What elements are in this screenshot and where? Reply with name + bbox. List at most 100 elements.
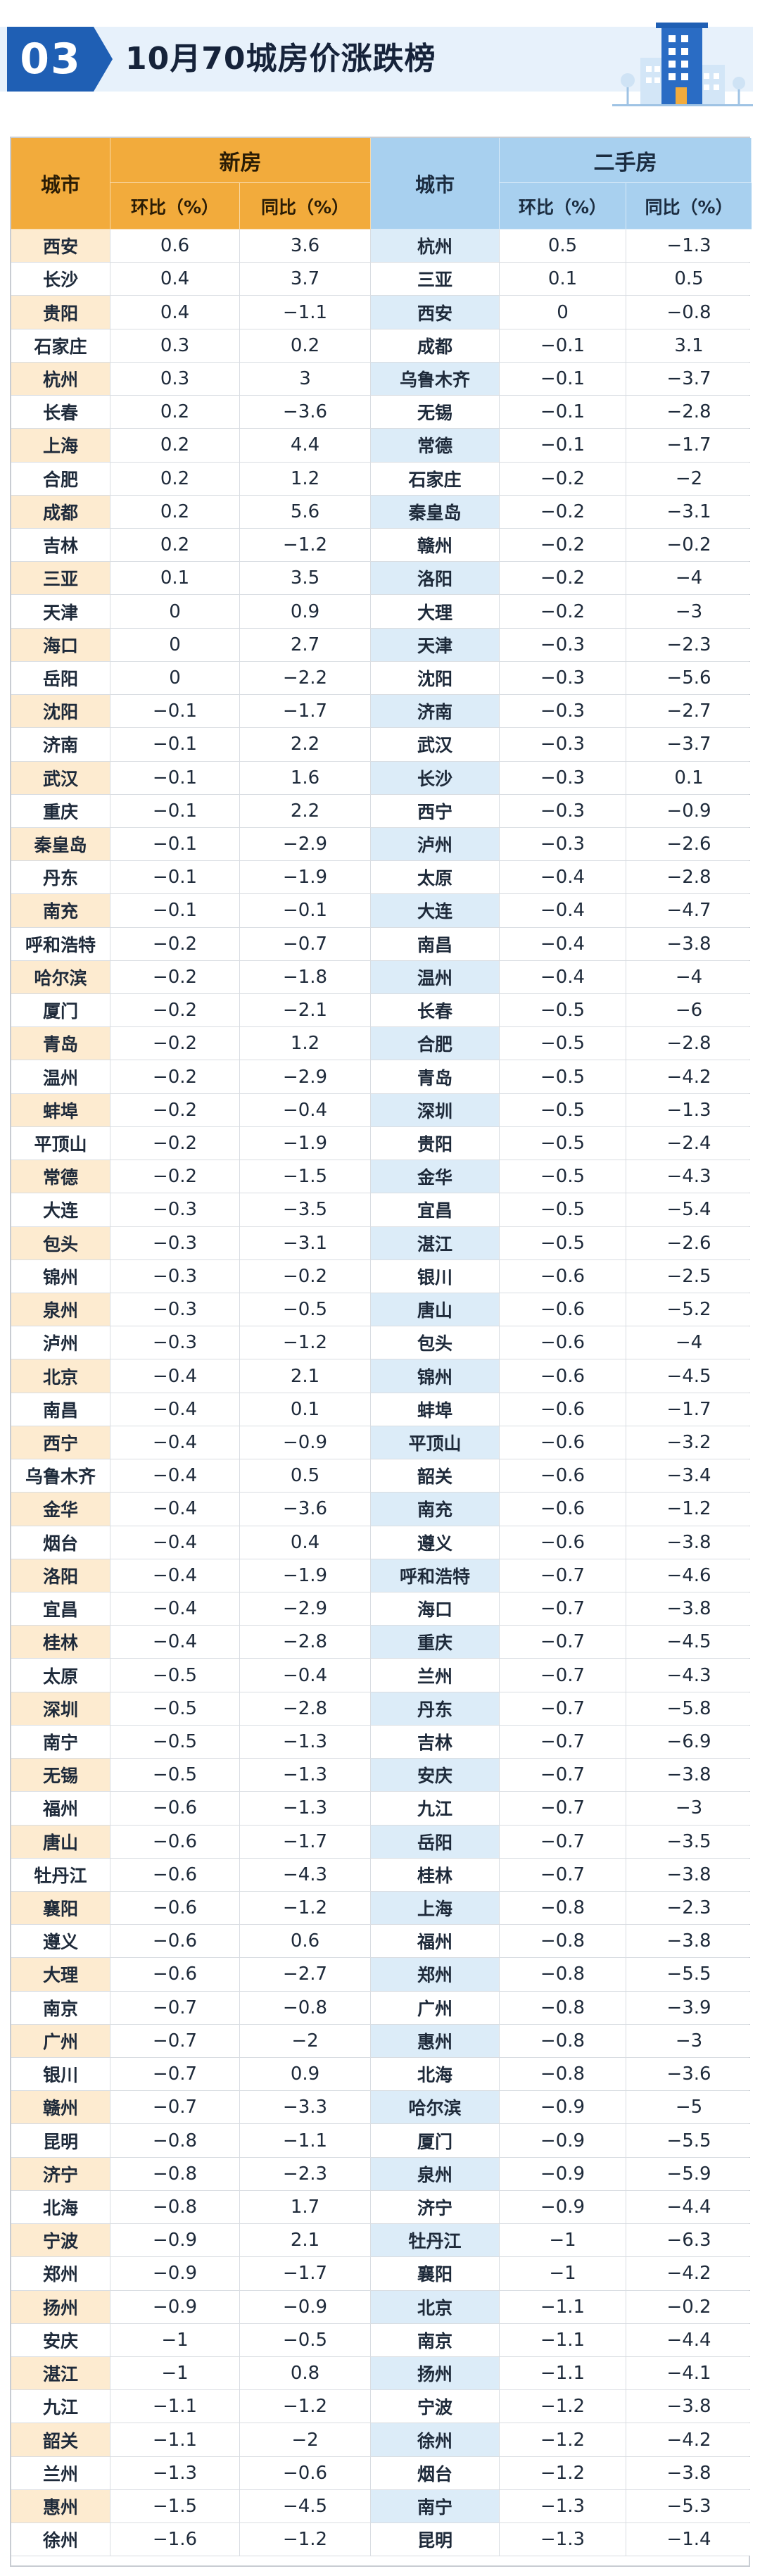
second-yoy-cell: −2.6 — [626, 827, 752, 861]
new-mom-cell: −0.7 — [110, 2091, 240, 2124]
second-city-cell: 深圳 — [371, 1093, 500, 1126]
new-mom-cell: −1.1 — [110, 2423, 240, 2456]
new-mom-cell: −0.2 — [110, 960, 240, 994]
second-mom-cell: −0.5 — [500, 1027, 626, 1060]
new-city-cell: 金华 — [11, 1493, 110, 1526]
second-city-cell: 上海 — [371, 1891, 500, 1925]
second-yoy-cell: −5 — [626, 2091, 752, 2124]
new-mom-cell: −0.4 — [110, 1559, 240, 1592]
new-city-cell: 唐山 — [11, 1825, 110, 1858]
new-yoy-cell: −1.8 — [240, 960, 371, 994]
new-yoy-cell: −4.5 — [240, 2489, 371, 2523]
new-city-cell: 烟台 — [11, 1526, 110, 1559]
section-number: 03 — [20, 34, 82, 84]
second-yoy-cell: −3.6 — [626, 2058, 752, 2091]
second-city-cell: 石家庄 — [371, 462, 500, 495]
new-city-cell: 九江 — [11, 2390, 110, 2423]
new-yoy-cell: 0.1 — [240, 1393, 371, 1426]
second-mom-cell: −0.5 — [500, 1226, 626, 1259]
new-yoy-cell: −4.3 — [240, 1858, 371, 1891]
new-mom-cell: −0.1 — [110, 894, 240, 927]
new-city-cell: 岳阳 — [11, 661, 110, 695]
new-city-cell: 徐州 — [11, 2523, 110, 2556]
second-city-cell: 南充 — [371, 1493, 500, 1526]
table-row: 沈阳 −0.1 −1.7 济南 −0.3 −2.7 — [11, 695, 752, 729]
second-yoy-cell: −3.9 — [626, 1991, 752, 2024]
second-city-cell: 南昌 — [371, 927, 500, 960]
second-yoy-cell: −3 — [626, 595, 752, 628]
second-mom-cell: −0.3 — [500, 728, 626, 761]
new-city-cell: 秦皇岛 — [11, 827, 110, 861]
new-mom-cell: −0.9 — [110, 2224, 240, 2257]
new-city-cell: 南充 — [11, 894, 110, 927]
second-mom-cell: −0.8 — [500, 1958, 626, 1991]
new-mom-cell: 0.2 — [110, 429, 240, 462]
table-row: 长春 0.2 −3.6 无锡 −0.1 −2.8 — [11, 396, 752, 429]
new-city-cell: 常德 — [11, 1160, 110, 1193]
table-row: 岳阳 0 −2.2 沈阳 −0.3 −5.6 — [11, 661, 752, 696]
new-yoy-cell: 3.7 — [240, 263, 371, 296]
new-city-cell: 锦州 — [11, 1259, 110, 1293]
second-yoy-cell: −5.4 — [626, 1193, 752, 1226]
table-row: 郑州 −0.9 −1.7 襄阳 −1 −4.2 — [11, 2257, 752, 2291]
new-yoy-cell: −2.9 — [240, 1592, 371, 1626]
second-mom-cell: −1.1 — [500, 2323, 626, 2356]
page-title: 10月70城房价涨跌榜 — [125, 41, 436, 77]
second-mom-cell: −0.5 — [500, 1193, 626, 1226]
second-mom-cell: −0.6 — [500, 1426, 626, 1459]
new-yoy-cell: 0.2 — [240, 329, 371, 362]
new-mom-cell: −0.2 — [110, 927, 240, 960]
second-city-cell: 包头 — [371, 1326, 500, 1359]
new-mom-cell: −0.6 — [110, 1958, 240, 1991]
section-number-badge: 03 — [7, 27, 113, 92]
second-yoy-cell: −2.3 — [626, 628, 752, 661]
new-city-cell: 广州 — [11, 2024, 110, 2058]
table-row: 桂林 −0.4 −2.8 重庆 −0.7 −4.5 — [11, 1626, 752, 1659]
second-mom-cell: −0.3 — [500, 695, 626, 728]
new-mom-cell: −0.1 — [110, 695, 240, 728]
new-yoy-cell: 3.5 — [240, 562, 371, 595]
new-city-cell: 泉州 — [11, 1293, 110, 1326]
new-yoy-cell: 2.2 — [240, 794, 371, 827]
second-yoy-cell: −4 — [626, 562, 752, 595]
second-city-cell: 洛阳 — [371, 562, 500, 595]
second-yoy-cell: −4.3 — [626, 1160, 752, 1193]
second-city-cell: 哈尔滨 — [371, 2091, 500, 2124]
second-city-cell: 厦门 — [371, 2124, 500, 2157]
second-city-cell: 福州 — [371, 1925, 500, 1958]
new-city-cell: 惠州 — [11, 2489, 110, 2523]
new-city-cell: 无锡 — [11, 1759, 110, 1792]
new-city-cell: 北京 — [11, 1359, 110, 1393]
new-city-cell: 平顶山 — [11, 1126, 110, 1160]
second-city-cell: 昆明 — [371, 2523, 500, 2556]
new-mom-cell: 0.1 — [110, 562, 240, 595]
second-mom-cell: −0.5 — [500, 1126, 626, 1160]
second-yoy-cell: −1.3 — [626, 230, 752, 263]
new-city-cell: 郑州 — [11, 2257, 110, 2290]
new-mom-cell: −0.1 — [110, 794, 240, 827]
second-mom-cell: −0.6 — [500, 1493, 626, 1526]
table-row: 徐州 −1.6 −1.2 昆明 −1.3 −1.4 — [11, 2523, 752, 2557]
second-city-cell: 三亚 — [371, 263, 500, 296]
second-mom-cell: −0.6 — [500, 1326, 626, 1359]
second-mom-cell: −0.2 — [500, 528, 626, 562]
second-city-cell: 长春 — [371, 994, 500, 1027]
second-yoy-cell: −4.2 — [626, 1060, 752, 1093]
table-row: 南京 −0.7 −0.8 广州 −0.8 −3.9 — [11, 1991, 752, 2025]
table-row: 宜昌 −0.4 −2.9 海口 −0.7 −3.8 — [11, 1592, 752, 1626]
second-mom-cell: −0.2 — [500, 462, 626, 495]
new-mom-cell: −0.2 — [110, 1060, 240, 1093]
new-yoy-cell: 1.6 — [240, 761, 371, 794]
second-mom-cell: −1.1 — [500, 2290, 626, 2323]
second-city-cell: 遵义 — [371, 1526, 500, 1559]
table-row: 青岛 −0.2 1.2 合肥 −0.5 −2.8 — [11, 1027, 752, 1061]
new-mom-cell: 0.2 — [110, 396, 240, 429]
new-mom-cell: −0.7 — [110, 2024, 240, 2058]
table-row: 长沙 0.4 3.7 三亚 0.1 0.5 — [11, 263, 752, 296]
second-city-cell: 丹东 — [371, 1692, 500, 1725]
second-mom-cell: −0.8 — [500, 1925, 626, 1958]
table-row: 合肥 0.2 1.2 石家庄 −0.2 −2 — [11, 462, 752, 496]
second-yoy-cell: −5.5 — [626, 1958, 752, 1991]
new-yoy-cell: 0.9 — [240, 2058, 371, 2091]
table-row: 北海 −0.8 1.7 济宁 −0.9 −4.4 — [11, 2190, 752, 2225]
